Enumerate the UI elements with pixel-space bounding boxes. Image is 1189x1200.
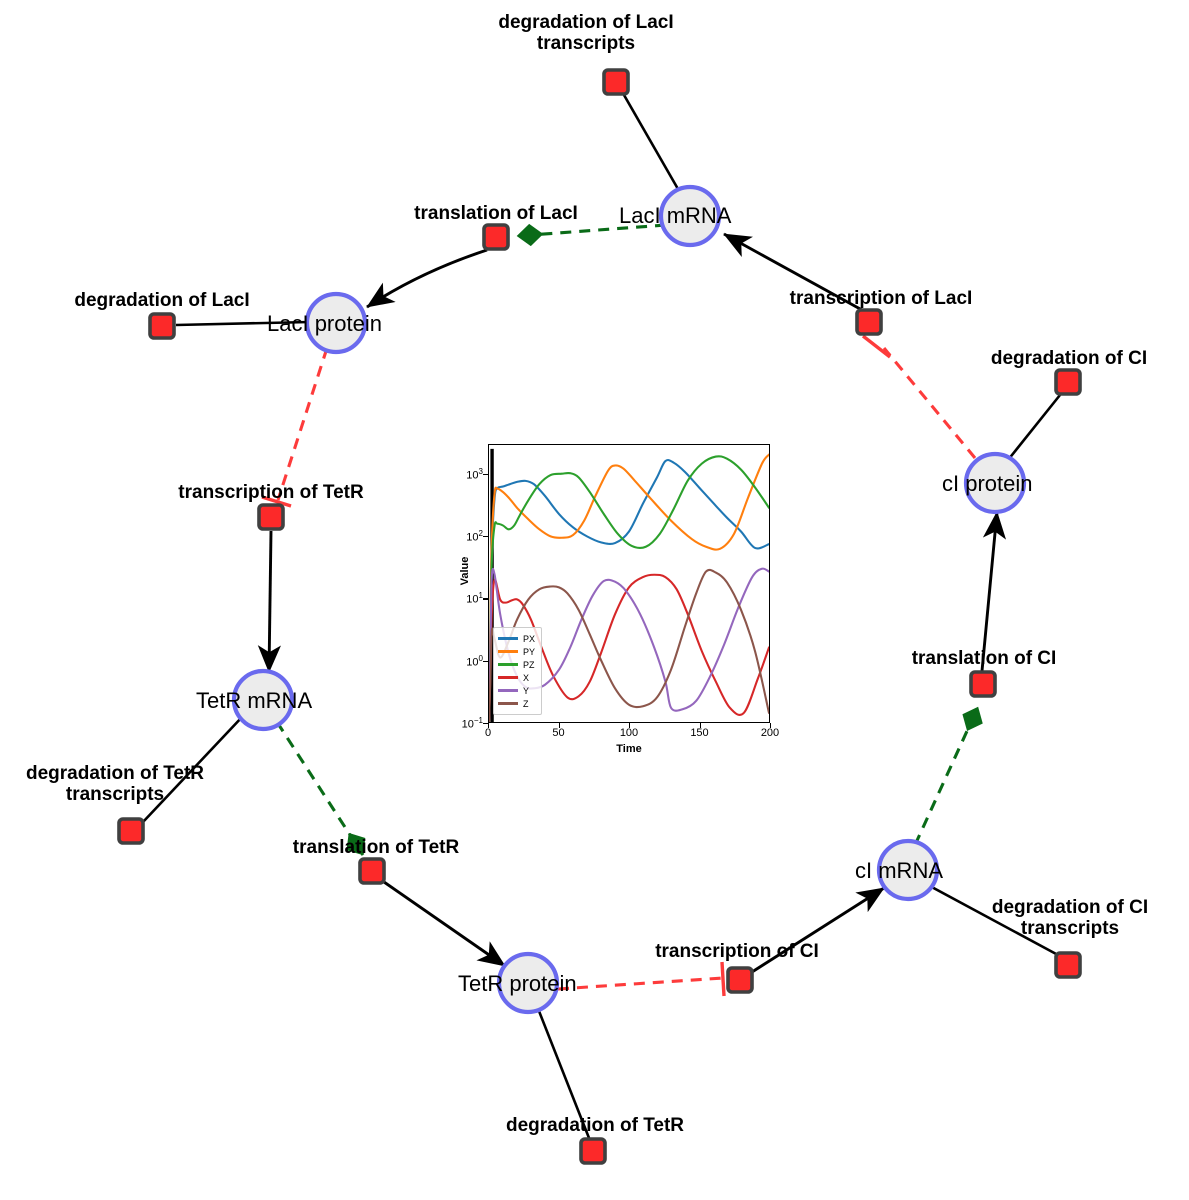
tbar-transcription-laci (861, 334, 892, 359)
legend-label-py: PY (523, 646, 536, 657)
reaction-node-deg-tetr[interactable] (579, 1137, 607, 1165)
edge-ci-mrna-to-translation-ci (913, 706, 983, 846)
legend-item-pz[interactable]: PZ (498, 658, 535, 671)
edge-transcription-ci-to-ci-mrna (751, 886, 885, 974)
edge-deg-laci-transcripts-to-laci-mrna (622, 94, 684, 197)
edge-group-solid (142, 94, 1062, 1139)
chart-series-py (489, 453, 769, 722)
chart-series-x (489, 573, 769, 722)
legend-swatch-y (498, 689, 518, 692)
edge-tetr-protein-to-deg-tetr (535, 1005, 591, 1139)
chart-x-tickmark-3 (699, 723, 701, 728)
species-node-ci-mrna[interactable] (876, 838, 940, 902)
species-node-group[interactable] (231, 184, 1027, 1015)
chart-series-pz (489, 455, 769, 722)
legend-label-y: Y (523, 685, 530, 696)
reaction-node-transcription-ci[interactable] (726, 966, 754, 994)
legend-item-x[interactable]: X (498, 671, 535, 684)
chart-y-tickmark-0 (483, 723, 488, 725)
legend-item-py[interactable]: PY (498, 645, 535, 658)
chart-x-tickmark-0 (488, 723, 490, 728)
tbar-transcription-tetr (261, 495, 292, 508)
edge-transcription-laci-to-laci-mrna (723, 232, 863, 312)
species-node-laci-protein[interactable] (304, 291, 368, 355)
edge-translation-laci-to-laci-protein (366, 248, 488, 309)
reaction-node-deg-laci-transcripts[interactable] (602, 68, 630, 96)
chart-x-tick-1: 50 (552, 727, 565, 739)
legend-item-z[interactable]: Z (498, 697, 535, 710)
chart-x-tickmark-2 (629, 723, 631, 728)
chart-x-tick-2: 100 (619, 727, 639, 739)
edge-deg-laci-to-laci-protein (175, 320, 311, 327)
chart-legend: PX PY PZ X Y Z (493, 627, 543, 715)
edge-deg-ci-to-ci-protein (1006, 394, 1062, 461)
legend-swatch-px (498, 637, 518, 640)
chart-x-axis-label: Time (616, 743, 642, 755)
species-node-ci-protein[interactable] (963, 451, 1027, 515)
legend-label-z: Z (523, 698, 529, 709)
edge-translation-tetr-to-tetr-protein (383, 880, 506, 968)
legend-label-pz: PZ (523, 659, 535, 670)
inset-timeseries-chart: Value Time 10−1 100 101 102 103 0 50 100 150 200… (443, 437, 781, 757)
reaction-node-deg-ci[interactable] (1054, 368, 1082, 396)
reaction-node-translation-ci[interactable] (969, 670, 997, 698)
tbar-transcription-ci (720, 961, 726, 997)
legend-swatch-py (498, 650, 518, 653)
chart-legend-items: PX PY PZ X Y Z (498, 632, 535, 710)
species-node-tetr-protein[interactable] (496, 951, 560, 1015)
chart-y-tickmark-3 (483, 536, 488, 538)
edge-tetr-mrna-to-translation-tetr (275, 721, 366, 856)
reaction-node-translation-tetr[interactable] (358, 857, 386, 885)
chart-y-tick-0: 10−1 (461, 716, 483, 731)
edge-group-green-dashed (275, 223, 983, 856)
chart-y-tick-2: 101 (466, 591, 483, 607)
chart-x-tick-4: 200 (760, 727, 780, 739)
legend-label-x: X (523, 672, 530, 683)
edge-laci-protein-to-transcription-tetr (276, 347, 329, 501)
edge-group-red-dashed (261, 334, 977, 997)
edge-laci-mrna-to-translation-laci (516, 223, 667, 247)
chart-y-tickmark-2 (483, 598, 488, 600)
chart-y-tick-1: 100 (466, 653, 483, 669)
reaction-node-deg-laci[interactable] (148, 312, 176, 340)
legend-swatch-z (498, 702, 518, 705)
edge-ci-protein-to-transcription-laci (882, 347, 977, 459)
chart-series-px (489, 459, 769, 722)
species-node-tetr-mrna[interactable] (231, 668, 295, 732)
edge-transcription-tetr-to-tetr-mrna (257, 530, 281, 673)
edge-translation-ci-to-ci-protein (980, 511, 1007, 672)
legend-label-px: PX (523, 633, 536, 644)
reaction-node-deg-ci-transcripts[interactable] (1054, 951, 1082, 979)
chart-x-tick-0: 0 (484, 727, 492, 739)
chart-x-tickmark-1 (558, 723, 560, 728)
legend-swatch-pz (498, 663, 518, 666)
edge-ci-mrna-to-deg-ci-transcripts (927, 883, 1059, 957)
reaction-node-deg-tetr-transcripts[interactable] (117, 817, 145, 845)
legend-item-px[interactable]: PX (498, 632, 535, 645)
reaction-node-translation-laci[interactable] (482, 223, 510, 251)
reaction-node-group[interactable] (117, 68, 1082, 1165)
legend-swatch-x (498, 676, 518, 679)
chart-x-tickmark-4 (770, 723, 772, 728)
chart-x-tick-3: 150 (690, 727, 709, 739)
chart-y-tick-4: 103 (466, 466, 483, 482)
reaction-node-transcription-laci[interactable] (855, 308, 883, 336)
legend-item-y[interactable]: Y (498, 684, 535, 697)
chart-y-tickmark-1 (483, 660, 488, 662)
species-node-laci-mrna[interactable] (658, 184, 722, 248)
chart-y-tick-3: 102 (466, 529, 483, 544)
chart-y-tickmark-4 (483, 473, 488, 476)
edge-tetr-protein-to-transcription-ci (557, 976, 724, 991)
edge-tetr-mrna-to-deg-tetr-transcripts (142, 715, 244, 823)
reaction-node-transcription-tetr[interactable] (257, 503, 285, 531)
